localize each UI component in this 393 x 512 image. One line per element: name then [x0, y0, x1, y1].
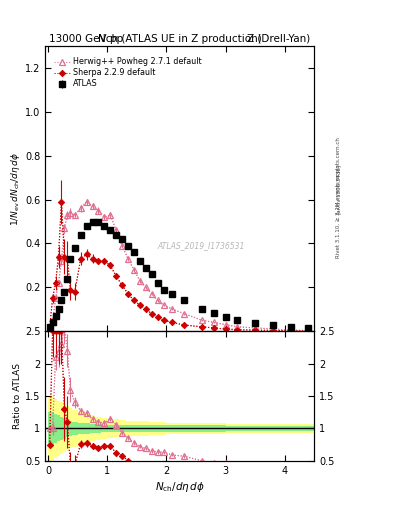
Text: [arXiv:1306.3436]: [arXiv:1306.3436]: [336, 164, 340, 214]
Sherpa 2.2.9 default: [288, 328, 293, 334]
Y-axis label: $1/N_{\mathrm{ev}}\,dN_{\mathrm{ch}}/d\eta\,d\phi$: $1/N_{\mathrm{ev}}\,dN_{\mathrm{ch}}/d\e…: [9, 152, 22, 226]
Sherpa 2.2.9 default: [126, 291, 130, 297]
Herwig++ Powheg 2.7.1 default: [149, 291, 154, 297]
Sherpa 2.2.9 default: [253, 327, 257, 333]
Herwig++ Powheg 2.7.1 default: [108, 212, 113, 218]
Sherpa 2.2.9 default: [149, 311, 154, 317]
Herwig++ Powheg 2.7.1 default: [96, 207, 101, 214]
Herwig++ Powheg 2.7.1 default: [200, 317, 204, 323]
Herwig++ Powheg 2.7.1 default: [182, 311, 187, 317]
Line: Herwig++ Powheg 2.7.1 default: Herwig++ Powheg 2.7.1 default: [47, 199, 311, 333]
Sherpa 2.2.9 default: [170, 319, 175, 326]
Herwig++ Powheg 2.7.1 default: [84, 199, 89, 205]
Sherpa 2.2.9 default: [102, 258, 107, 264]
Sherpa 2.2.9 default: [182, 322, 187, 328]
Sherpa 2.2.9 default: [47, 325, 52, 331]
Sherpa 2.2.9 default: [59, 199, 64, 205]
Title: Nch (ATLAS UE in Z production): Nch (ATLAS UE in Z production): [98, 34, 262, 44]
Line: Sherpa 2.2.9 default: Sherpa 2.2.9 default: [48, 200, 311, 333]
Text: mcplots.cern.ch: mcplots.cern.ch: [336, 136, 340, 180]
Herwig++ Powheg 2.7.1 default: [288, 327, 293, 333]
Sherpa 2.2.9 default: [53, 280, 58, 286]
Herwig++ Powheg 2.7.1 default: [120, 243, 125, 249]
Sherpa 2.2.9 default: [306, 328, 311, 334]
Sherpa 2.2.9 default: [211, 325, 216, 331]
Herwig++ Powheg 2.7.1 default: [253, 325, 257, 331]
Sherpa 2.2.9 default: [62, 253, 67, 260]
Text: Z (Drell-Yan): Z (Drell-Yan): [247, 33, 310, 44]
Sherpa 2.2.9 default: [90, 256, 95, 262]
Herwig++ Powheg 2.7.1 default: [223, 322, 228, 328]
Y-axis label: Ratio to ATLAS: Ratio to ATLAS: [13, 363, 22, 429]
Sherpa 2.2.9 default: [84, 251, 89, 258]
Sherpa 2.2.9 default: [132, 297, 136, 304]
Herwig++ Powheg 2.7.1 default: [78, 205, 83, 211]
Sherpa 2.2.9 default: [114, 273, 119, 280]
Sherpa 2.2.9 default: [108, 262, 113, 268]
Sherpa 2.2.9 default: [200, 324, 204, 330]
Text: 13000 GeV pp: 13000 GeV pp: [49, 33, 123, 44]
Sherpa 2.2.9 default: [223, 326, 228, 332]
Herwig++ Powheg 2.7.1 default: [90, 203, 95, 209]
Herwig++ Powheg 2.7.1 default: [68, 210, 73, 216]
Herwig++ Powheg 2.7.1 default: [47, 324, 52, 330]
Herwig++ Powheg 2.7.1 default: [170, 306, 175, 312]
Herwig++ Powheg 2.7.1 default: [126, 256, 130, 262]
Herwig++ Powheg 2.7.1 default: [155, 297, 160, 304]
Text: Rivet 3.1.10, ≥ 3.1M events: Rivet 3.1.10, ≥ 3.1M events: [336, 181, 340, 258]
Herwig++ Powheg 2.7.1 default: [235, 324, 240, 330]
Herwig++ Powheg 2.7.1 default: [271, 326, 275, 332]
X-axis label: $N_{\mathrm{ch}}/d\eta\,d\phi$: $N_{\mathrm{ch}}/d\eta\,d\phi$: [155, 480, 205, 494]
Herwig++ Powheg 2.7.1 default: [161, 302, 166, 308]
Text: ATLAS_2019_I1736531: ATLAS_2019_I1736531: [158, 241, 245, 250]
Herwig++ Powheg 2.7.1 default: [132, 267, 136, 273]
Sherpa 2.2.9 default: [50, 295, 55, 302]
Herwig++ Powheg 2.7.1 default: [114, 227, 119, 233]
Herwig++ Powheg 2.7.1 default: [59, 258, 64, 264]
Sherpa 2.2.9 default: [138, 302, 142, 308]
Sherpa 2.2.9 default: [72, 289, 77, 295]
Sherpa 2.2.9 default: [161, 317, 166, 323]
Sherpa 2.2.9 default: [235, 327, 240, 333]
Sherpa 2.2.9 default: [271, 328, 275, 334]
Sherpa 2.2.9 default: [96, 258, 101, 264]
Sherpa 2.2.9 default: [78, 256, 83, 262]
Herwig++ Powheg 2.7.1 default: [143, 284, 148, 290]
Herwig++ Powheg 2.7.1 default: [65, 212, 70, 218]
Legend: Herwig++ Powheg 2.7.1 default, Sherpa 2.2.9 default, ATLAS: Herwig++ Powheg 2.7.1 default, Sherpa 2.…: [52, 56, 203, 90]
Herwig++ Powheg 2.7.1 default: [211, 319, 216, 326]
Sherpa 2.2.9 default: [155, 314, 160, 320]
Herwig++ Powheg 2.7.1 default: [62, 225, 67, 231]
Herwig++ Powheg 2.7.1 default: [138, 278, 142, 284]
Herwig++ Powheg 2.7.1 default: [56, 280, 61, 286]
Sherpa 2.2.9 default: [120, 282, 125, 288]
Herwig++ Powheg 2.7.1 default: [50, 319, 55, 326]
Sherpa 2.2.9 default: [143, 306, 148, 312]
Herwig++ Powheg 2.7.1 default: [72, 212, 77, 218]
Herwig++ Powheg 2.7.1 default: [53, 295, 58, 302]
Sherpa 2.2.9 default: [56, 253, 61, 260]
Herwig++ Powheg 2.7.1 default: [102, 214, 107, 220]
Sherpa 2.2.9 default: [65, 256, 70, 262]
Herwig++ Powheg 2.7.1 default: [306, 328, 311, 334]
Sherpa 2.2.9 default: [68, 286, 73, 292]
